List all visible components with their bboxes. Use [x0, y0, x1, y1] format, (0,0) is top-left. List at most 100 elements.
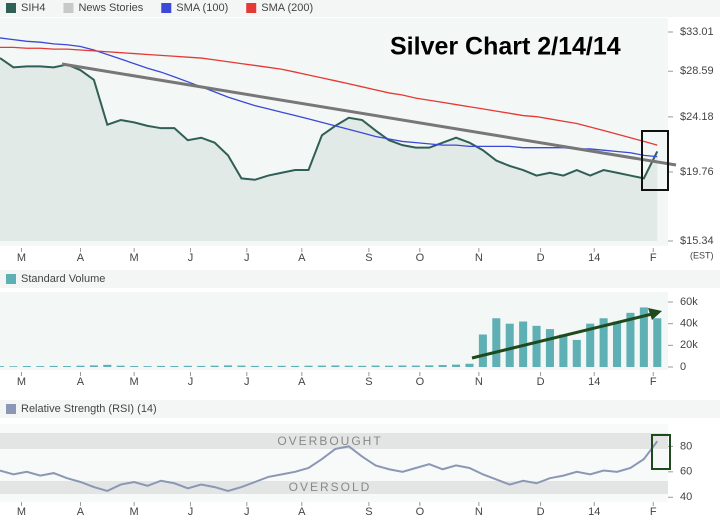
volume-bar — [103, 364, 112, 367]
trend-line — [61, 62, 677, 167]
volume-bar — [331, 365, 340, 367]
legend-swatch — [63, 3, 74, 13]
volume-bar — [63, 366, 72, 367]
legend-swatch — [161, 3, 172, 13]
volume-bar — [22, 366, 31, 367]
volume-bar — [130, 366, 139, 367]
volume-panel — [0, 292, 668, 370]
y-tick-label: 40k — [680, 318, 698, 330]
legend-swatch — [6, 404, 16, 414]
x-tick-label: O — [416, 376, 425, 388]
volume-bar — [358, 365, 367, 367]
volume-bar — [36, 366, 45, 367]
volume-bar — [465, 363, 474, 367]
x-tick-label: M — [17, 506, 26, 518]
y-tick-label: 0 — [680, 361, 686, 373]
timezone-note: (EST) — [690, 250, 714, 260]
volume-bar — [116, 365, 125, 367]
volume-bar — [613, 321, 622, 367]
volume-bar — [317, 365, 326, 367]
volume-bar — [264, 366, 273, 367]
volume-bar — [76, 365, 85, 367]
chart-title: Silver Chart 2/14/14 — [390, 33, 621, 61]
volume-bar — [197, 365, 206, 367]
x-tick-label: F — [650, 252, 657, 264]
x-tick-label: A — [298, 252, 306, 264]
x-tick-label: N — [475, 252, 483, 264]
volume-bar — [411, 365, 420, 367]
volume-bar — [438, 365, 447, 367]
x-tick-label: A — [77, 376, 85, 388]
legend-swatch — [246, 3, 257, 13]
volume-bar — [143, 366, 152, 367]
volume-bar — [545, 329, 554, 367]
volume-bar — [599, 318, 608, 367]
trend-arrow — [471, 312, 653, 360]
x-tick-label: 14 — [588, 252, 600, 264]
x-tick-label: N — [475, 376, 483, 388]
series-line — [0, 57, 659, 181]
legend-label: Standard Volume — [21, 273, 105, 285]
series-line — [0, 440, 659, 492]
x-tick-label: S — [365, 376, 372, 388]
volume-bar — [639, 307, 648, 367]
y-tick-label: 20k — [680, 339, 698, 351]
price-area — [0, 58, 658, 241]
volume-bar — [626, 312, 635, 367]
x-tick-label: J — [188, 376, 194, 388]
x-tick-label: J — [244, 376, 250, 388]
x-tick-label: O — [416, 506, 425, 518]
legend-swatch — [6, 3, 16, 13]
x-tick-label: 14 — [588, 376, 600, 388]
volume-bar — [384, 365, 394, 367]
x-tick-label: M — [17, 376, 26, 388]
overbought-label: OVERBOUGHT — [277, 434, 382, 448]
volume-bar — [492, 318, 501, 367]
y-tick-label: $19.76 — [680, 166, 714, 178]
y-tick-label: $15.34 — [680, 235, 714, 247]
x-tick-label: M — [130, 376, 139, 388]
volume-bar — [653, 318, 662, 367]
volume-bar — [425, 365, 434, 367]
x-tick-label: A — [77, 252, 85, 264]
x-tick-label: A — [77, 506, 85, 518]
x-tick-label: J — [244, 252, 250, 264]
x-tick-label: D — [537, 376, 545, 388]
volume-bar — [277, 365, 286, 367]
volume-bar — [250, 365, 259, 367]
volume-bar — [398, 365, 407, 367]
legend-label: SIH4 — [21, 2, 45, 14]
oversold-band — [0, 481, 668, 494]
x-tick-label: D — [537, 506, 545, 518]
volume-bar — [49, 365, 58, 367]
volume-bar — [0, 366, 5, 367]
highlight-box — [641, 130, 669, 191]
x-tick-label: J — [244, 506, 250, 518]
y-tick-label: $33.01 — [680, 26, 714, 38]
y-tick-label: $24.18 — [680, 111, 714, 123]
legend-swatch — [6, 274, 16, 284]
legend-label: Relative Strength (RSI) (14) — [21, 403, 157, 415]
volume-bar — [304, 365, 313, 367]
x-tick-label: F — [650, 376, 657, 388]
volume-bar — [9, 366, 18, 367]
y-tick-label: $28.59 — [680, 65, 714, 77]
arrow-head — [648, 308, 662, 320]
legend-label: SMA (200) — [261, 2, 313, 14]
x-tick-label: D — [537, 252, 545, 264]
series-line — [0, 46, 658, 146]
volume-bar — [170, 366, 179, 367]
volume-bar — [505, 323, 514, 367]
oversold-label: OVERSOLD — [289, 480, 372, 494]
volume-bar — [344, 365, 353, 367]
volume-bar — [559, 334, 568, 367]
volume-bar — [210, 365, 219, 367]
volume-bar — [89, 365, 98, 367]
legend-strip — [0, 400, 720, 418]
x-tick-label: M — [17, 252, 26, 264]
volume-bar — [586, 323, 595, 367]
x-tick-label: F — [650, 506, 657, 518]
y-tick-label: 40 — [680, 491, 692, 503]
